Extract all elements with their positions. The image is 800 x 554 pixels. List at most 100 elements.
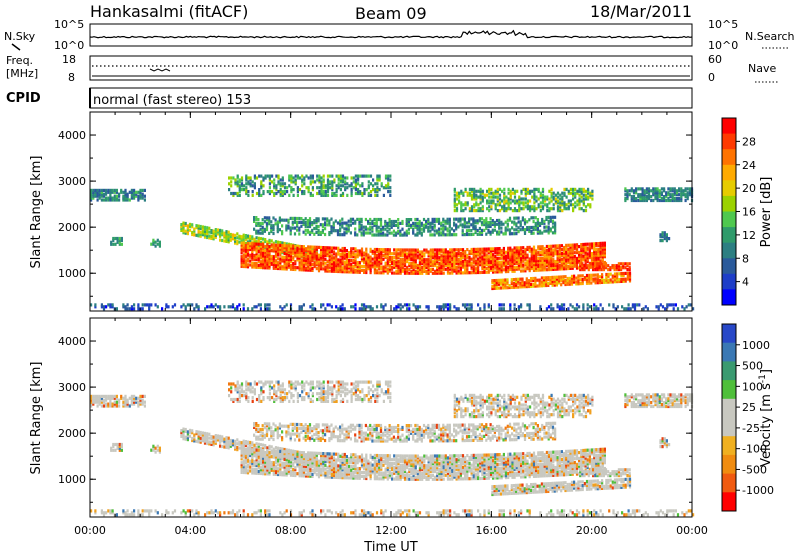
- date-title: 18/Mar/2011: [590, 2, 692, 21]
- heatmap-cell: [444, 267, 447, 271]
- heatmap-cell: [597, 257, 600, 261]
- heatmap-cell: [639, 198, 642, 203]
- heatmap-cell: [255, 217, 258, 222]
- heatmap-cell: [596, 281, 599, 285]
- heatmap-cell: [508, 218, 512, 222]
- heatmap-cell: [613, 276, 617, 280]
- heatmap-cell: [320, 176, 323, 180]
- heatmap-cell: [263, 220, 266, 224]
- heatmap-cell: [486, 189, 489, 193]
- heatmap-cell: [308, 219, 312, 223]
- heatmap-cell: [324, 261, 327, 265]
- heatmap-cell: [354, 227, 357, 231]
- heatmap-cell: [480, 228, 484, 232]
- heatmap-cell: [518, 201, 521, 205]
- heatmap-cell: [540, 276, 543, 280]
- heatmap-cell: [438, 250, 441, 254]
- heatmap-cell: [483, 221, 486, 225]
- heatmap-cell: [643, 197, 646, 201]
- heatmap-cell: [502, 278, 505, 282]
- heatmap-cell: [331, 191, 334, 196]
- heatmap-cell: [671, 401, 674, 405]
- heatmap-cell: [511, 248, 514, 252]
- nave-label: Nave: [748, 62, 776, 75]
- heatmap-cell: [607, 274, 610, 278]
- heatmap-cell: [94, 305, 97, 309]
- heatmap-cell: [461, 233, 464, 237]
- heatmap-cell: [581, 268, 584, 272]
- heatmap-cell: [571, 257, 574, 261]
- heatmap-cell: [369, 193, 373, 197]
- heatmap-cell: [328, 250, 331, 254]
- heatmap-cell: [584, 209, 588, 213]
- heatmap-cell: [522, 203, 525, 207]
- heatmap-cell: [206, 235, 209, 240]
- heatmap-cell: [466, 263, 469, 267]
- heatmap-cell: [384, 267, 387, 271]
- heatmap-cell: [300, 264, 303, 268]
- heatmap-cell: [195, 430, 198, 434]
- heatmap-cell: [563, 249, 566, 253]
- heatmap-cell: [357, 174, 360, 178]
- heatmap-cell: [287, 265, 290, 269]
- heatmap-cell: [569, 264, 572, 269]
- heatmap-cell: [251, 184, 254, 188]
- heatmap-cell: [673, 191, 676, 195]
- heatmap-cell: [229, 234, 232, 239]
- heatmap-cell: [193, 227, 196, 231]
- heatmap-cell: [550, 260, 553, 264]
- heatmap-cell: [421, 254, 424, 258]
- heatmap-cell: [663, 233, 666, 237]
- heatmap-cell: [444, 252, 447, 256]
- heatmap-cell: [483, 253, 486, 257]
- heatmap-cell: [266, 258, 269, 262]
- heatmap-cell: [581, 278, 584, 282]
- heatmap-cell: [641, 401, 644, 405]
- heatmap-cell: [128, 190, 131, 194]
- heatmap-cell: [373, 269, 376, 273]
- heatmap-cell: [389, 174, 392, 178]
- heatmap-cell: [505, 209, 508, 213]
- heatmap-cell: [442, 256, 445, 260]
- heatmap-cell: [477, 267, 480, 271]
- heatmap-cell: [590, 259, 594, 263]
- heatmap-cell: [244, 247, 247, 251]
- heatmap-cell: [354, 186, 357, 190]
- heatmap-cell: [510, 278, 513, 282]
- heatmap-cell: [481, 261, 484, 265]
- heatmap-cell: [394, 219, 398, 224]
- heatmap-cell: [197, 224, 200, 228]
- heatmap-cell: [455, 271, 458, 275]
- heatmap-cell: [487, 259, 490, 263]
- heatmap-cell: [270, 224, 273, 228]
- heatmap-cell: [109, 394, 112, 398]
- heatmap-cell: [186, 224, 189, 228]
- heatmap-cell: [461, 255, 465, 259]
- heatmap-cell: [206, 438, 209, 442]
- heatmap-cell: [436, 260, 439, 264]
- y-tick-label: 4000: [58, 129, 86, 142]
- heatmap-cell: [324, 307, 327, 311]
- heatmap-cell: [107, 404, 110, 408]
- heatmap-cell: [309, 174, 312, 178]
- heatmap-cell: [141, 303, 144, 307]
- heatmap-cell: [626, 395, 629, 399]
- heatmap-cell: [665, 399, 668, 403]
- heatmap-cell: [354, 182, 357, 186]
- heatmap-cell: [94, 188, 97, 192]
- heatmap-cell: [520, 248, 523, 252]
- heatmap-cell: [253, 257, 256, 261]
- heatmap-cell: [98, 190, 101, 194]
- heatmap-cell: [645, 195, 648, 199]
- heatmap-cell: [658, 195, 661, 199]
- heatmap-cell: [257, 265, 260, 269]
- heatmap-cell: [268, 231, 271, 235]
- heatmap-cell: [506, 228, 509, 232]
- heatmap-cell: [574, 205, 577, 209]
- heatmap-cell: [554, 248, 557, 252]
- heatmap-cell: [509, 248, 512, 252]
- heatmap-cell: [141, 398, 144, 402]
- heatmap-cell: [566, 278, 569, 283]
- heatmap-cell: [496, 199, 499, 203]
- heatmap-cell: [115, 394, 118, 398]
